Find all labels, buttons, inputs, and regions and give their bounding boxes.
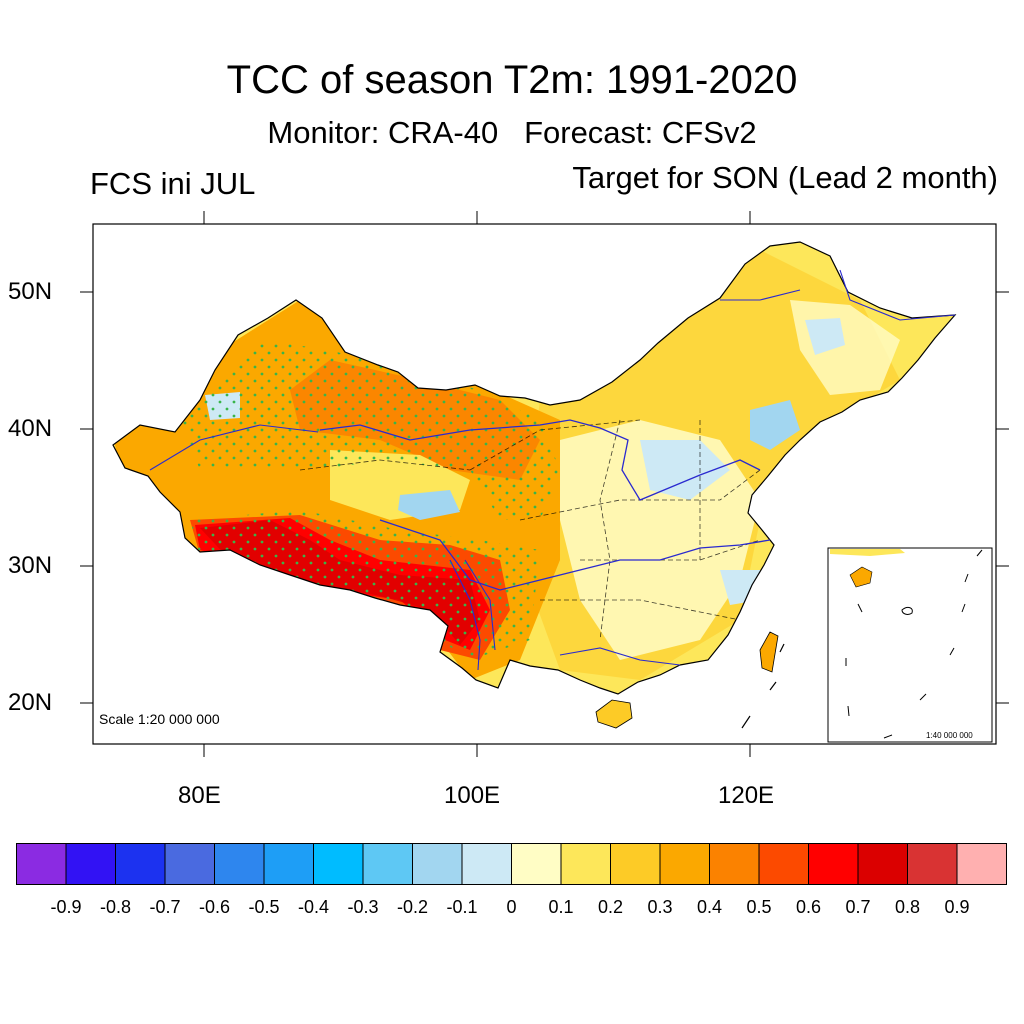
contour-neg-qaidam [398,490,460,520]
map-title: TCC of season T2m: 1991-2020 [226,58,798,102]
pearl-river [559,647,681,666]
colorbar [16,843,1007,885]
colorbar-label: -0.5 [248,897,280,917]
lon-label-100e: 100E [444,782,501,809]
colorbar-label: 0.7 [845,897,871,917]
colorbar-label: -0.2 [396,897,429,917]
china-border [112,241,957,695]
yellow-river [319,419,761,501]
colorbar-label: -0.9 [50,897,82,917]
colorbar-label: 0.4 [696,897,723,917]
tarim-river [149,424,319,471]
colorbar-label: 0.2 [597,897,624,917]
colorbar-box [907,843,958,885]
colorbar-box [115,843,166,885]
mekong-salween-rivers [449,559,496,671]
colorbar-box [412,843,463,885]
contour-neg-east [640,440,730,500]
contour-neg-ne [805,318,845,355]
axis-ticks [80,211,1009,757]
lon-label-120e: 120E [718,782,775,809]
init-label: FCS ini JUL [90,166,256,201]
taiwan-island [759,631,779,673]
colorbar-box [560,843,611,885]
colorbar-label: 0.6 [795,897,822,917]
lat-label-50n: 50N [8,278,53,305]
inset-scale-label: 1:40 000 000 [926,731,973,740]
inset-dash-marks [845,549,983,739]
significance-stipple-south [190,510,540,660]
lat-label-30n: 30N [8,552,53,579]
inset-hainan [849,566,873,588]
yangtze-river [379,519,771,591]
colorbar-box [461,843,512,885]
colorbar-box [709,843,760,885]
colorbar-label: -0.3 [347,897,379,917]
colorbar-box [857,843,908,885]
map-frame-border [92,223,997,745]
colorbar-box [214,843,265,885]
colorbar-label: 0.3 [647,897,673,917]
colorbar-label: -0.7 [149,897,181,917]
colorbar-box [511,843,562,885]
colorbar-label: 0.8 [894,897,921,917]
nine-dash-marks [741,643,785,729]
colorbar-box [758,843,809,885]
lat-label-40n: 40N [8,415,53,442]
colorbar-box [956,843,1007,885]
colorbar-box [16,843,67,885]
colorbar-label: -0.4 [297,897,330,917]
colorbar-box [164,843,215,885]
colorbar-label: 0.1 [548,897,574,917]
colorbar-box [659,843,710,885]
map-subtitle: Monitor: CRA-40 Forecast: CFSv2 [267,115,757,150]
colorbar-box [65,843,116,885]
map-scale-label: Scale 1:20 000 000 [99,711,220,727]
colorbar-label: 0 [506,897,517,917]
lon-label-80e: 80E [178,782,221,809]
significance-stipple-north [180,340,560,520]
contour-neg-bohai [750,400,800,450]
colorbar-box [263,843,314,885]
amur-river [720,269,956,321]
colorbar-label: -0.6 [198,897,231,917]
lat-label-20n: 20N [8,689,53,716]
hainan-island [595,699,633,729]
colorbar-label: 0.9 [944,897,970,917]
colorbar-box [313,843,364,885]
china-tcc-field [112,241,957,729]
map-frame [112,241,957,729]
colorbar-box [808,843,859,885]
target-label: Target for SON (Lead 2 month) [572,160,998,195]
colorbar-box [610,843,661,885]
colorbar-box [362,843,413,885]
colorbar-label: -0.8 [99,897,132,917]
inset-map [827,547,993,743]
colorbar-label: -0.1 [446,897,478,917]
colorbar-label: 0.5 [746,897,772,917]
